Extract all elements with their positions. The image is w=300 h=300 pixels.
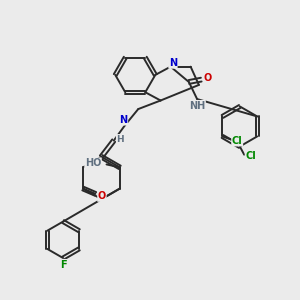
Text: H: H bbox=[116, 135, 124, 144]
Text: F: F bbox=[60, 260, 67, 269]
Text: HO: HO bbox=[85, 158, 101, 168]
Text: O: O bbox=[204, 73, 212, 83]
Text: N: N bbox=[169, 58, 177, 68]
Text: O: O bbox=[98, 191, 106, 201]
Text: NH: NH bbox=[189, 100, 205, 110]
Text: Cl: Cl bbox=[232, 136, 243, 146]
Text: N: N bbox=[119, 115, 128, 125]
Text: Cl: Cl bbox=[245, 151, 256, 161]
